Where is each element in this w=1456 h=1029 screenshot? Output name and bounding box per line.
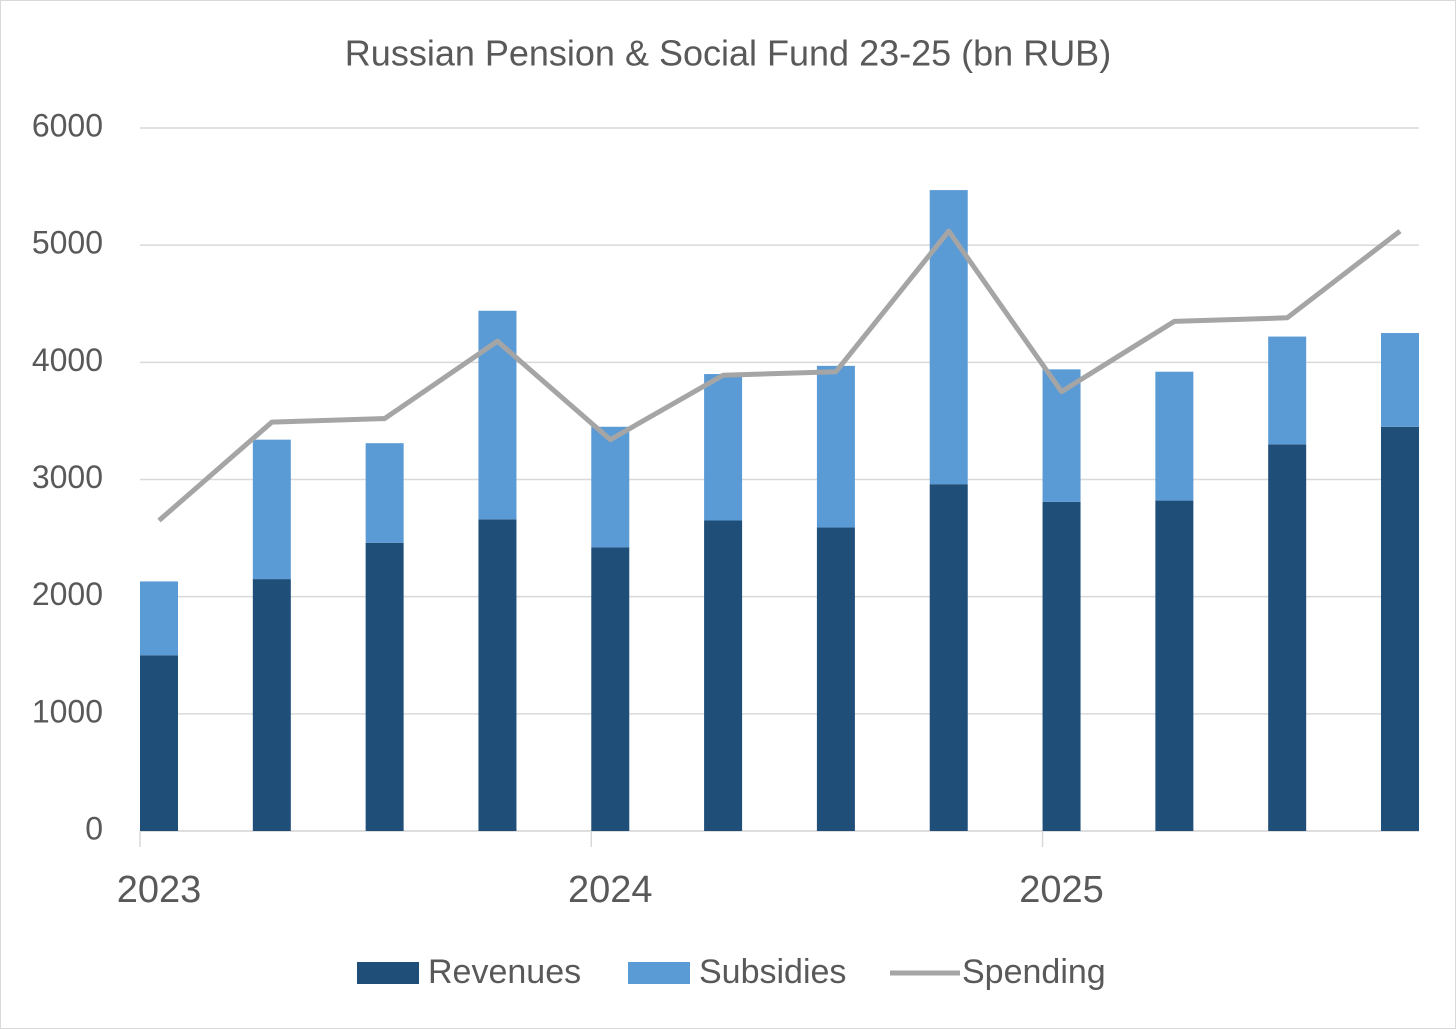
legend-swatch — [628, 962, 690, 984]
bar-segment — [478, 519, 517, 831]
bar-segment — [929, 484, 968, 831]
y-tick-label: 5000 — [32, 225, 103, 261]
bar-segment — [591, 426, 630, 548]
bar-segment — [140, 581, 178, 656]
bar-segment — [816, 527, 855, 831]
y-tick-label: 2000 — [32, 576, 103, 612]
y-tick-label: 1000 — [32, 693, 103, 729]
bar-segment — [140, 655, 178, 831]
bar-segment — [704, 520, 743, 831]
legend-label: Revenues — [428, 953, 581, 991]
bar-segment — [252, 579, 291, 831]
legend-label: Subsidies — [699, 953, 846, 991]
x-tick-label: 2023 — [117, 869, 202, 911]
legend-swatch — [357, 962, 419, 984]
y-tick-label: 6000 — [32, 107, 103, 143]
y-tick-label: 4000 — [32, 342, 103, 378]
line — [157, 228, 1402, 523]
bar-segment — [1381, 426, 1419, 831]
bar-segment — [1381, 333, 1419, 427]
bar-segment — [1042, 501, 1081, 831]
bar-segment — [478, 310, 517, 520]
bar-segment — [365, 542, 404, 831]
chart-title: Russian Pension & Social Fund 23-25 (bn … — [345, 33, 1111, 74]
bar-segment — [1268, 336, 1307, 445]
x-tick-label: 2025 — [1019, 869, 1104, 911]
y-tick-label: 0 — [85, 810, 103, 846]
bar-segment — [1268, 444, 1307, 831]
legend-label: Spending — [962, 953, 1106, 991]
x-tick-label: 2024 — [568, 869, 653, 911]
bar-segment — [929, 190, 968, 485]
y-tick-label: 3000 — [32, 459, 103, 495]
bar-segment — [1155, 371, 1194, 501]
bar-segment — [591, 547, 630, 831]
bar-segment — [365, 443, 404, 543]
bar-segment — [252, 439, 291, 580]
bar-segment — [704, 374, 743, 521]
bar-segment — [816, 365, 855, 528]
bar-segment — [1155, 500, 1194, 831]
